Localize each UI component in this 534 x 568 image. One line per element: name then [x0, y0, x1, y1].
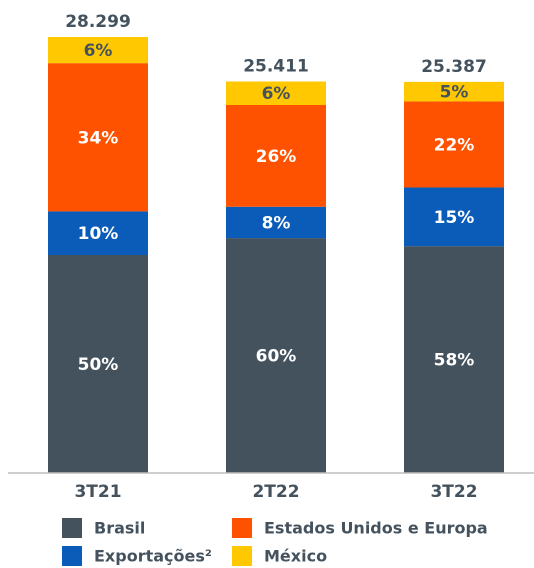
legend-swatch — [232, 546, 252, 566]
bar-segment — [226, 104, 326, 207]
total-label: 28.299 — [65, 12, 131, 32]
legend-swatch — [62, 546, 82, 566]
value-label: 6% — [84, 41, 113, 61]
legend-label: Brasil — [94, 519, 145, 538]
legend-swatch — [62, 518, 82, 538]
total-label: 25.387 — [421, 57, 487, 77]
bar-segment — [226, 238, 326, 473]
bar-segment — [226, 206, 326, 239]
bar-segment — [48, 255, 148, 473]
value-label: 5% — [440, 83, 469, 103]
x-tick-label: 3T21 — [74, 482, 121, 502]
value-label: 50% — [78, 355, 119, 375]
value-label: 34% — [78, 128, 119, 148]
total-label: 25.411 — [243, 56, 309, 76]
bar-segment — [48, 37, 148, 64]
value-label: 60% — [256, 347, 297, 367]
value-label: 58% — [434, 351, 475, 371]
bar-segment — [404, 81, 504, 102]
x-tick-label: 2T22 — [252, 482, 299, 502]
bar-segment — [404, 187, 504, 247]
x-tick-label: 3T22 — [430, 482, 477, 502]
legend-label: México — [264, 547, 327, 566]
bar-segment — [48, 211, 148, 255]
legend-label: Exportações² — [94, 547, 212, 566]
legend-label: Estados Unidos e Europa — [264, 519, 488, 538]
value-label: 22% — [434, 135, 475, 155]
legend-swatch — [232, 518, 252, 538]
bar-segment — [48, 63, 148, 212]
bar-segment — [226, 81, 326, 105]
value-label: 26% — [256, 147, 297, 167]
value-label: 6% — [262, 84, 291, 104]
value-label: 8% — [262, 213, 291, 233]
bar-segment — [404, 246, 504, 473]
value-label: 15% — [434, 208, 475, 228]
value-label: 10% — [78, 224, 119, 244]
bar-segment — [404, 101, 504, 188]
